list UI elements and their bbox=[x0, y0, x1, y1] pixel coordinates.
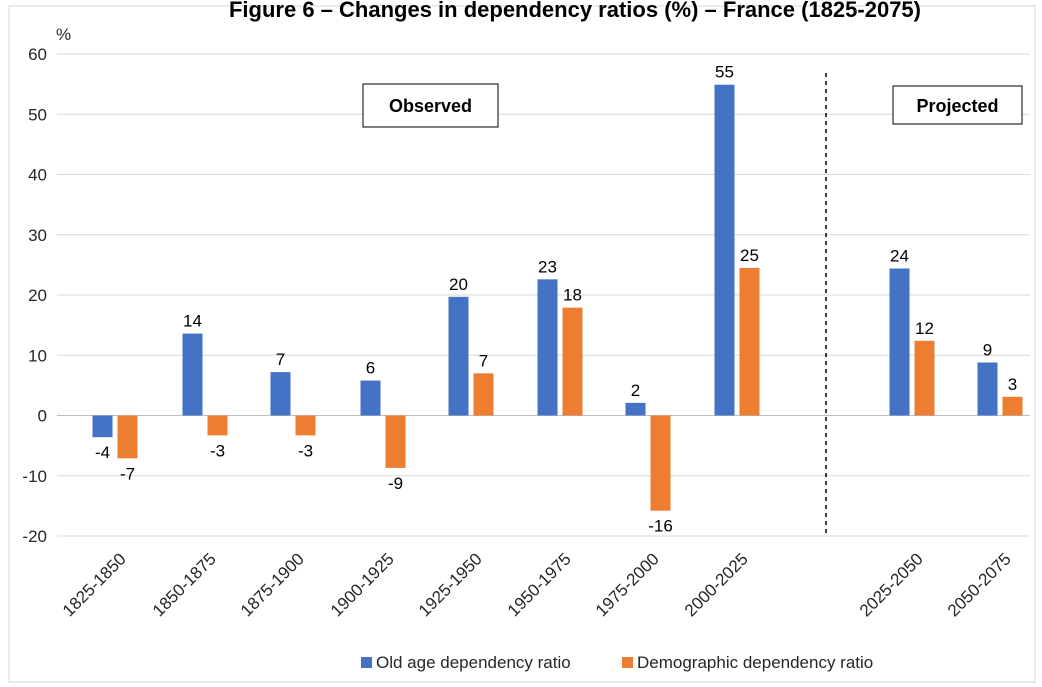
annotation-projected-box bbox=[892, 85, 1023, 125]
bar bbox=[182, 333, 203, 416]
legend-swatch-demographic bbox=[622, 657, 633, 668]
y-tick-label: -10 bbox=[22, 467, 47, 486]
data-label: 18 bbox=[563, 286, 582, 305]
data-label: 14 bbox=[183, 312, 202, 331]
bar bbox=[360, 380, 381, 416]
bar bbox=[117, 415, 138, 459]
data-label: 24 bbox=[890, 246, 909, 265]
chart-title: Figure 6 – Changes in dependency ratios … bbox=[229, 0, 921, 22]
annotation-observed-box bbox=[362, 83, 499, 128]
bar bbox=[562, 307, 583, 416]
y-tick-label: 10 bbox=[28, 346, 47, 365]
y-tick-label: 20 bbox=[28, 286, 47, 305]
annotation-projected: Projected bbox=[892, 85, 1023, 125]
y-tick-label: -20 bbox=[22, 527, 47, 546]
data-label: -3 bbox=[210, 441, 225, 460]
y-axis-label: % bbox=[56, 25, 71, 44]
y-tick-label: 0 bbox=[38, 407, 47, 426]
data-label: 23 bbox=[538, 257, 557, 276]
data-label: -7 bbox=[120, 464, 135, 483]
bar bbox=[889, 268, 910, 416]
data-label: 55 bbox=[715, 63, 734, 82]
data-label: 9 bbox=[983, 340, 992, 359]
chart-border bbox=[8, 5, 1036, 683]
data-label: -4 bbox=[95, 443, 110, 462]
legend-label-demographic: Demographic dependency ratio bbox=[637, 653, 873, 672]
data-label: 12 bbox=[915, 319, 934, 338]
bar bbox=[92, 415, 113, 438]
annotation-observed: Observed bbox=[362, 83, 499, 128]
data-label: -16 bbox=[648, 517, 673, 536]
bar bbox=[270, 372, 291, 416]
bar bbox=[537, 279, 558, 416]
y-tick-label: 60 bbox=[28, 45, 47, 64]
bar bbox=[295, 415, 316, 436]
bars bbox=[92, 84, 1023, 511]
data-label: 7 bbox=[276, 350, 285, 369]
y-tick-label: 30 bbox=[28, 226, 47, 245]
bar bbox=[714, 84, 735, 416]
legend: Old age dependency ratio Demographic dep… bbox=[361, 653, 873, 672]
data-label: 20 bbox=[449, 275, 468, 294]
bar bbox=[473, 373, 494, 416]
data-label: -9 bbox=[388, 474, 403, 493]
bar bbox=[1002, 396, 1023, 416]
y-tick-labels: -20 -10 0 10 20 30 40 50 60 bbox=[22, 45, 47, 546]
legend-swatch-old-age bbox=[361, 657, 372, 668]
data-label: -3 bbox=[298, 441, 313, 460]
bar bbox=[977, 362, 998, 416]
annotation-observed-text: Observed bbox=[389, 96, 472, 116]
data-label: 6 bbox=[366, 359, 375, 378]
gridlines bbox=[57, 53, 1030, 537]
bar bbox=[448, 296, 469, 416]
bar bbox=[385, 415, 406, 468]
legend-label-old-age: Old age dependency ratio bbox=[376, 653, 571, 672]
data-label: 3 bbox=[1008, 375, 1017, 394]
data-label: 2 bbox=[631, 381, 640, 400]
bar bbox=[914, 340, 935, 416]
data-labels: -4 14 7 6 20 23 2 55 24 9 -7 -3 -3 -9 7 18 -16 25 12 3 bbox=[95, 63, 1017, 536]
data-label: 7 bbox=[479, 351, 488, 370]
bar bbox=[739, 267, 760, 416]
annotation-projected-text: Projected bbox=[916, 96, 998, 116]
data-label: 25 bbox=[740, 246, 759, 265]
bar bbox=[650, 415, 671, 511]
y-tick-label: 50 bbox=[28, 105, 47, 124]
bar bbox=[207, 415, 228, 436]
bar bbox=[625, 402, 646, 416]
y-tick-label: 40 bbox=[28, 166, 47, 185]
